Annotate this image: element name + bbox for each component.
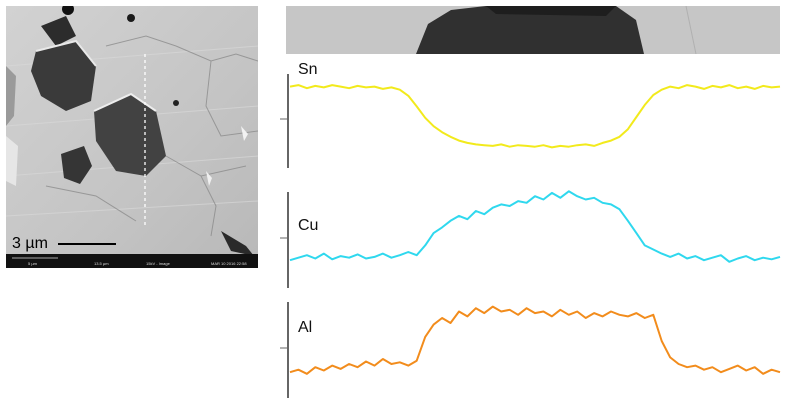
al-profile-line <box>289 305 781 375</box>
sn-label: Sn <box>298 61 318 78</box>
eds-line-profiles: Sn Cu Al <box>280 60 787 400</box>
info-bar-date: MAR 10 2016 22:58 <box>211 261 247 266</box>
eds-profiles-plot: Sn Cu Al <box>280 61 781 398</box>
cu-profile-line <box>289 190 781 263</box>
sn-profile-line <box>289 84 781 149</box>
sem-micrograph-drawing: 3 µm 5 µm 13.5 µm 15kV - Image MAR 10 20… <box>6 6 258 268</box>
profile-panel-al: Al <box>280 302 781 398</box>
info-bar-mode: 15kV - Image <box>146 261 171 266</box>
info-bar-width: 13.5 µm <box>94 261 109 266</box>
profile-panel-sn: Sn <box>280 61 781 168</box>
al-label: Al <box>298 319 312 336</box>
line-scan-strip <box>286 6 780 54</box>
line-scan-strip-drawing <box>286 6 780 54</box>
cu-label: Cu <box>298 217 318 234</box>
scale-bar-label: 3 µm <box>12 235 48 252</box>
profile-panel-cu: Cu <box>280 190 781 288</box>
sem-micrograph: 3 µm 5 µm 13.5 µm 15kV - Image MAR 10 20… <box>6 6 258 268</box>
info-bar-scale: 5 µm <box>28 261 38 266</box>
